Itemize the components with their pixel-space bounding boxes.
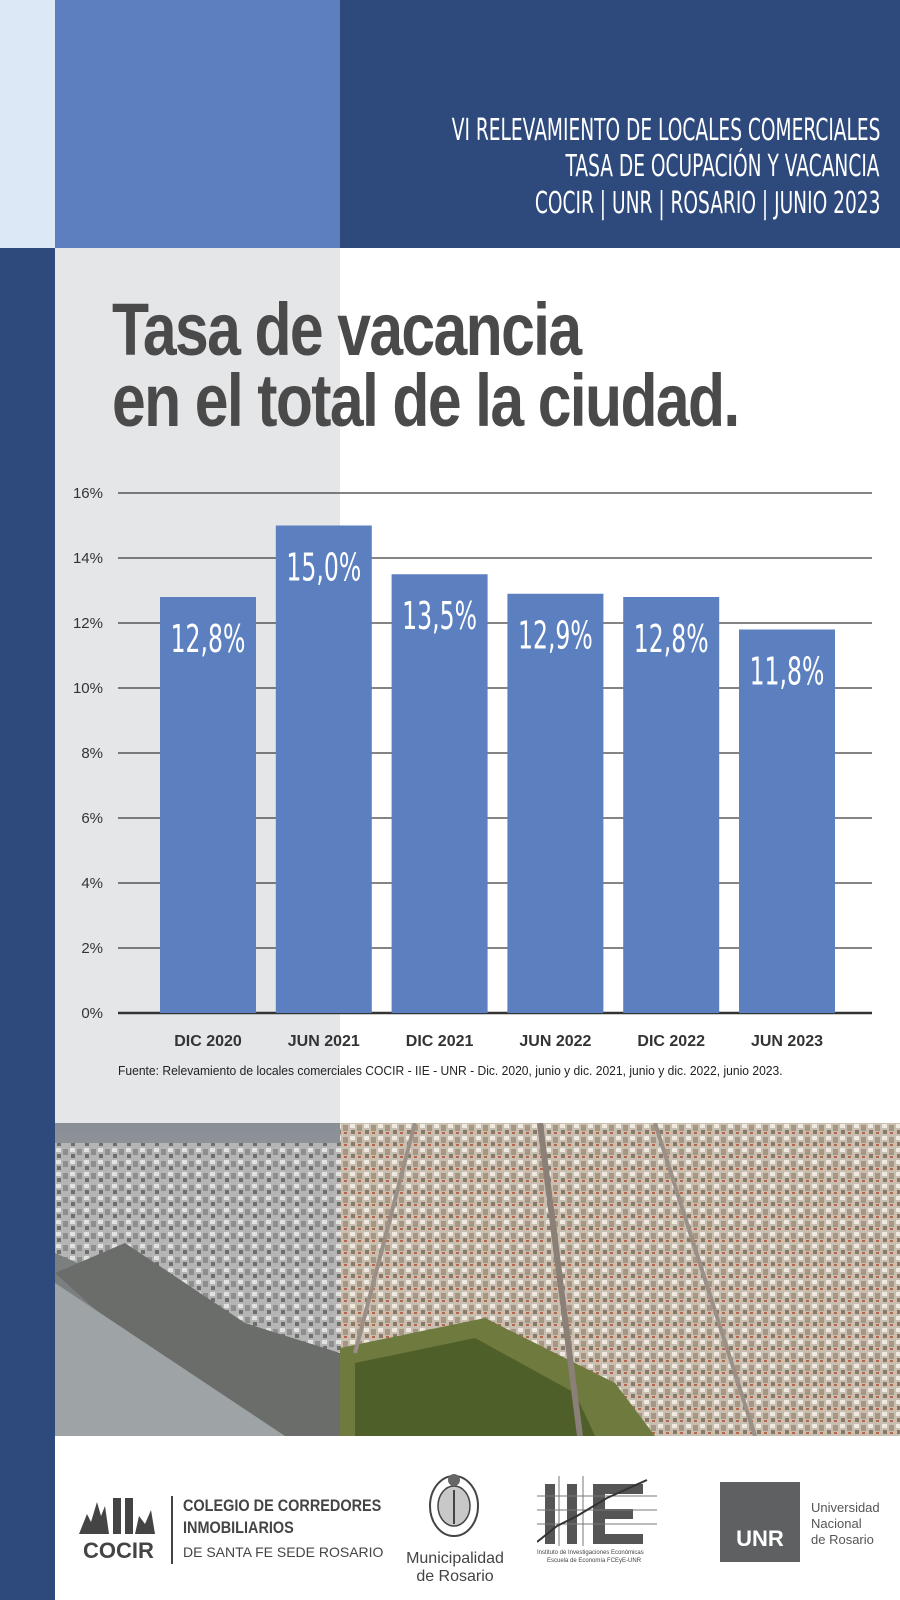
iie-line-2: Escuela de Economía FCEyE-UNR bbox=[547, 1558, 642, 1564]
left-strip-pale-block bbox=[0, 0, 55, 248]
source-note: Fuente: Relevamiento de locales comercia… bbox=[118, 1063, 783, 1078]
cocir-divider bbox=[171, 1496, 173, 1564]
y-tick-label: 6% bbox=[81, 810, 103, 827]
bar bbox=[507, 593, 604, 1013]
header-line-3: COCIR | UNR | ROSARIO | JUNIO 2023 bbox=[534, 186, 880, 221]
footer-logos: COCIR COLEGIO DE CORREDORES INMOBILIARIO… bbox=[55, 1436, 900, 1600]
cocir-emblem-icon bbox=[79, 1498, 155, 1534]
iie-logo: Instituto de Investigaciones Económicas … bbox=[537, 1476, 677, 1576]
cocir-line-3: DE SANTA FE SEDE ROSARIO bbox=[183, 1544, 384, 1560]
y-tick-label: 8% bbox=[81, 745, 103, 762]
coat-of-arms-icon bbox=[429, 1474, 479, 1537]
municipalidad-logo: Municipalidad de Rosario bbox=[400, 1470, 510, 1590]
data-label: 15,0% bbox=[286, 547, 361, 590]
x-tick-label: JUN 2021 bbox=[288, 1033, 360, 1050]
bar bbox=[160, 597, 256, 1013]
bars bbox=[160, 525, 835, 1013]
y-tick-label: 10% bbox=[73, 680, 103, 697]
y-axis-ticks: 0% 2% 4% 6% 8% 10% 12% 14% 16% bbox=[73, 485, 103, 1022]
data-labels: 12,8% 15,0% 13,5% 12,9% 12,8% 11,8% bbox=[171, 547, 825, 694]
bar bbox=[275, 525, 372, 1013]
iie-emblem-icon bbox=[537, 1476, 657, 1546]
unr-line-2: Nacional bbox=[811, 1516, 862, 1531]
data-label: 13,5% bbox=[402, 596, 477, 639]
header-dark-block bbox=[340, 0, 900, 248]
data-label: 11,8% bbox=[750, 651, 825, 694]
iie-line-1: Instituto de Investigaciones Económicas bbox=[537, 1550, 644, 1556]
x-tick-label: JUN 2022 bbox=[519, 1033, 591, 1050]
y-tick-label: 4% bbox=[81, 875, 103, 892]
left-color-strip bbox=[0, 0, 55, 1600]
bar bbox=[739, 629, 835, 1013]
header-light-block bbox=[55, 0, 340, 248]
unr-logo: UNR Universidad Nacional de Rosario bbox=[720, 1482, 890, 1572]
unr-line-1: Universidad bbox=[811, 1500, 880, 1515]
municipalidad-line-1: Municipalidad bbox=[406, 1550, 504, 1567]
x-tick-label: DIC 2022 bbox=[637, 1033, 705, 1050]
unr-mark: UNR bbox=[736, 1526, 784, 1551]
cocir-mark: COCIR bbox=[83, 1538, 154, 1563]
data-label: 12,8% bbox=[171, 618, 246, 661]
municipalidad-line-2: de Rosario bbox=[416, 1568, 494, 1585]
chart-title-line-2: en el total de la ciudad. bbox=[112, 359, 740, 442]
x-axis-ticks: DIC 2020 JUN 2021 DIC 2021 JUN 2022 DIC 2022… bbox=[174, 1033, 823, 1050]
y-tick-label: 14% bbox=[73, 550, 103, 567]
cocir-logo: COCIR COLEGIO DE CORREDORES INMOBILIARIO… bbox=[79, 1496, 383, 1576]
city-aerial-photo bbox=[55, 1123, 900, 1436]
header-line-2: TASA DE OCUPACIÓN Y VACANCIA bbox=[565, 149, 880, 184]
y-tick-label: 16% bbox=[73, 485, 103, 502]
bar bbox=[391, 574, 488, 1013]
data-label: 12,8% bbox=[634, 618, 709, 661]
chart-title-line-1: Tasa de vacancia bbox=[112, 288, 582, 371]
data-label: 12,9% bbox=[518, 615, 593, 658]
cocir-line-1: COLEGIO DE CORREDORES bbox=[183, 1496, 382, 1515]
cocir-line-2: INMOBILIARIOS bbox=[183, 1518, 294, 1537]
x-tick-label: JUN 2023 bbox=[751, 1033, 823, 1050]
unr-line-3: de Rosario bbox=[811, 1532, 874, 1547]
x-tick-label: DIC 2021 bbox=[406, 1033, 474, 1050]
y-tick-label: 2% bbox=[81, 940, 103, 957]
header-line-1: VI RELEVAMIENTO DE LOCALES COMERCIALES bbox=[451, 113, 880, 148]
x-tick-label: DIC 2020 bbox=[174, 1033, 242, 1050]
bar bbox=[623, 597, 720, 1013]
bar-chart: 0%2%4%6%8%10%12%14%16% DIC 2020 JUN 2021 D… bbox=[73, 485, 872, 1050]
unr-square: UNR bbox=[720, 1482, 800, 1562]
y-tick-label: 0% bbox=[81, 1005, 103, 1022]
y-tick-label: 12% bbox=[73, 615, 103, 632]
